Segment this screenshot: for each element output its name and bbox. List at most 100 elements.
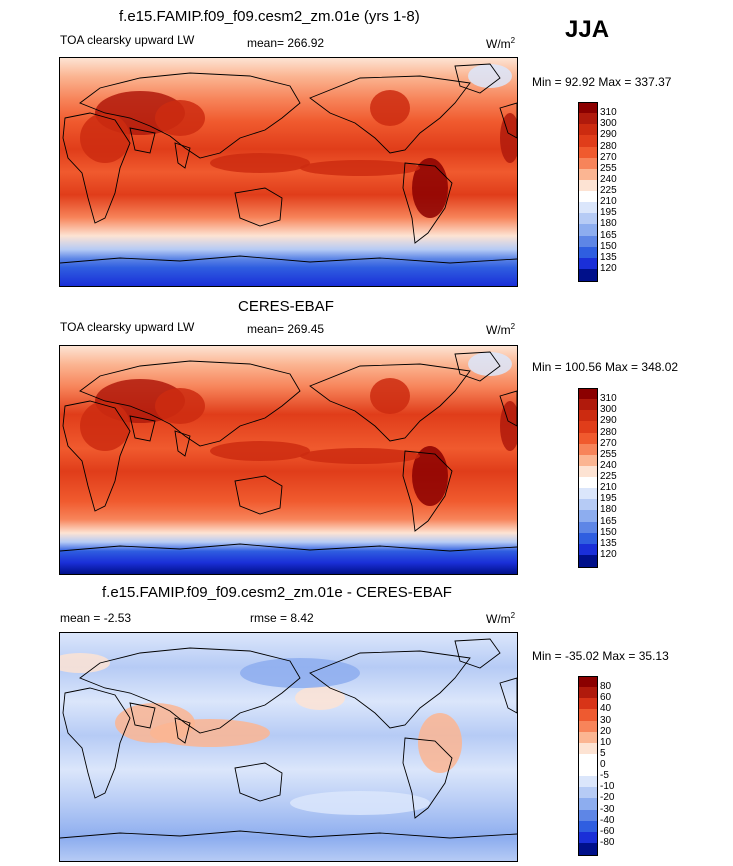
colorbar-label: 20	[600, 725, 612, 737]
colorbar-label: 195	[600, 207, 617, 219]
colorbar-swatch	[578, 798, 598, 810]
colorbar-swatch	[578, 224, 598, 236]
panel-3-rmse-label: rmse = 8.42	[250, 611, 314, 625]
panel-1-units: W/m2	[486, 36, 516, 51]
colorbar-swatch	[578, 787, 598, 799]
colorbar-swatch	[578, 731, 598, 744]
panel-1-title: f.e15.FAMIP.f09_f09.cesm2_zm.01e (yrs 1-…	[119, 8, 420, 25]
colorbar-swatch	[578, 421, 598, 433]
colorbar-label: -30	[600, 803, 615, 815]
colorbar-label: 40	[600, 703, 612, 715]
colorbar-label: 270	[600, 151, 617, 163]
colorbar-label: 135	[600, 537, 617, 549]
colorbar-swatch	[578, 168, 598, 181]
colorbar-swatch	[578, 410, 598, 422]
colorbar-label: 10	[600, 736, 612, 748]
colorbar-swatch	[578, 698, 598, 710]
colorbar-swatch	[578, 157, 598, 170]
colorbar-label: 135	[600, 251, 617, 263]
panel-1-map	[59, 57, 518, 287]
colorbar-label: -60	[600, 825, 615, 837]
colorbar-swatch	[578, 388, 598, 401]
colorbar-label: 225	[600, 471, 617, 482]
panel-2-mean-label: mean= 269.45	[247, 322, 325, 336]
colorbar-label: 240	[600, 173, 617, 185]
colorbar-swatch	[578, 443, 598, 456]
colorbar-swatch	[578, 477, 598, 489]
colorbar-label: -40	[600, 814, 615, 826]
colorbar-swatch	[578, 146, 598, 159]
panel-1-colorbar: 310 300 290 280 270 255 240 225 210 195 180 165 150 1…	[578, 102, 638, 282]
colorbar-swatch	[578, 268, 598, 282]
panel-2-map	[59, 345, 518, 575]
panel-3-mean-label: mean = -2.53	[60, 611, 132, 625]
panel-1-mean-label: mean= 266.92	[247, 36, 325, 50]
colorbar-label: 255	[600, 162, 617, 174]
colorbar-label: 255	[600, 448, 617, 460]
panel-2-units: W/m2	[486, 322, 516, 337]
colorbar-label: 300	[600, 118, 617, 130]
colorbar-label: 165	[600, 515, 617, 527]
panel-3-title: f.e15.FAMIP.f09_f09.cesm2_zm.01e - CERES…	[102, 584, 452, 601]
colorbar-swatch	[578, 179, 598, 192]
panel-1-variable-label: TOA clearsky upward LW	[60, 33, 195, 47]
colorbar-swatch	[578, 454, 598, 467]
colorbar-swatch	[578, 532, 598, 545]
colorbar-swatch	[578, 124, 598, 136]
colorbar-label: 80	[600, 681, 612, 693]
colorbar-swatch	[578, 432, 598, 445]
colorbar-swatch	[578, 399, 598, 411]
colorbar-swatch	[578, 246, 598, 259]
colorbar-label: 180	[600, 504, 617, 516]
colorbar-swatch	[578, 842, 598, 856]
colorbar-swatch	[578, 510, 598, 522]
panel-2-variable-label: TOA clearsky upward LW	[60, 320, 195, 334]
colorbar-swatch	[578, 102, 598, 115]
colorbar-swatch	[578, 235, 598, 248]
colorbar-swatch	[578, 765, 598, 777]
panel-2-colorbar: 310 300 290 280 270 255 240 225 210 195 180 165 150 1…	[578, 388, 638, 568]
colorbar-swatch	[578, 820, 598, 833]
colorbar-label: 210	[600, 482, 617, 494]
colorbar-swatch	[578, 753, 598, 766]
colorbar-label: 30	[600, 714, 612, 726]
colorbar-swatch	[578, 191, 598, 203]
colorbar-label: 0	[600, 759, 606, 770]
colorbar-label: 195	[600, 493, 617, 505]
colorbar-swatch	[578, 113, 598, 125]
colorbar-swatch	[578, 488, 598, 500]
panel-3-units: W/m2	[486, 611, 516, 626]
panel-3-minmax: Min = -35.02 Max = 35.13	[532, 649, 669, 663]
colorbar-label: 280	[600, 426, 617, 438]
colorbar-swatch	[578, 687, 598, 699]
colorbar-label: 60	[600, 692, 612, 704]
colorbar-swatch	[578, 831, 598, 844]
colorbar-label: 120	[600, 262, 617, 274]
colorbar-label: -20	[600, 792, 615, 804]
colorbar-label: 120	[600, 548, 617, 560]
colorbar-label: -10	[600, 781, 615, 793]
colorbar-label: 280	[600, 140, 617, 152]
panel-2-title: CERES-EBAF	[238, 298, 334, 315]
colorbar-swatch	[578, 213, 598, 225]
colorbar-swatch	[578, 676, 598, 689]
colorbar-label: 270	[600, 437, 617, 449]
colorbar-label: 225	[600, 185, 617, 196]
colorbar-label: 290	[600, 129, 617, 141]
colorbar-swatch	[578, 257, 598, 270]
colorbar-label: 310	[600, 393, 617, 405]
colorbar-label: 290	[600, 415, 617, 427]
colorbar-label: 180	[600, 218, 617, 230]
colorbar-swatch	[578, 742, 598, 755]
colorbar-label: 150	[600, 526, 617, 538]
colorbar-swatch	[578, 202, 598, 214]
colorbar-swatch	[578, 521, 598, 534]
panel-3-map	[59, 632, 518, 862]
panel-2-minmax: Min = 100.56 Max = 348.02	[532, 360, 679, 374]
panel-3-colorbar: 80 60 40 30 20 10 5 0 -5 -10 -20 -30 -40 -60 -80	[578, 676, 638, 856]
colorbar-swatch	[578, 554, 598, 568]
colorbar-swatch	[578, 709, 598, 721]
colorbar-swatch	[578, 135, 598, 147]
colorbar-label: -5	[600, 770, 609, 782]
colorbar-swatch	[578, 543, 598, 556]
